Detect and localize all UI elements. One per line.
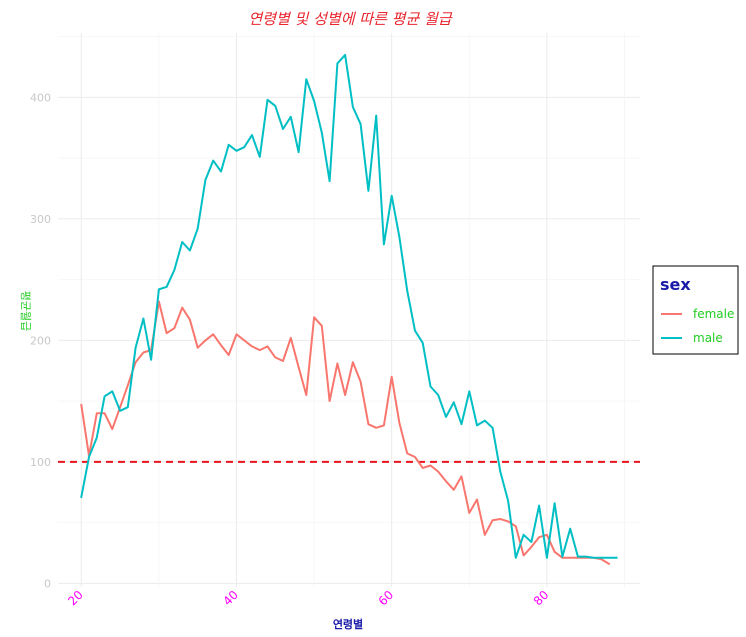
legend-label-male: male bbox=[693, 331, 723, 345]
chart-title: 연령별 및 성별에 따른 평균 월급 bbox=[248, 10, 452, 28]
legend: sex female male bbox=[652, 265, 739, 355]
x-tick-label: 80 bbox=[531, 588, 552, 609]
y-axis-label: 평균월급 bbox=[19, 291, 32, 331]
x-tick-label: 20 bbox=[65, 588, 86, 609]
legend-title: sex bbox=[660, 275, 691, 294]
y-tick-label: 100 bbox=[30, 456, 51, 469]
x-tick-label: 40 bbox=[220, 588, 241, 609]
y-tick-label: 0 bbox=[44, 577, 51, 590]
y-tick-label: 400 bbox=[30, 91, 51, 104]
x-tick-label: 60 bbox=[376, 588, 397, 609]
series-line-male bbox=[80, 53, 618, 559]
series-layer bbox=[80, 53, 618, 565]
x-axis-label: 연령별 bbox=[333, 617, 363, 631]
series-line-female bbox=[80, 300, 610, 565]
y-tick-label: 300 bbox=[30, 213, 51, 226]
grid bbox=[58, 33, 640, 587]
legend-items: female male bbox=[661, 307, 734, 345]
legend-label-female: female bbox=[693, 307, 734, 321]
legend-box bbox=[652, 265, 739, 355]
x-axis-ticks: 20 40 60 80 bbox=[65, 588, 551, 609]
y-tick-label: 200 bbox=[30, 334, 51, 347]
y-axis-ticks: 0 100 200 300 400 bbox=[30, 91, 51, 590]
